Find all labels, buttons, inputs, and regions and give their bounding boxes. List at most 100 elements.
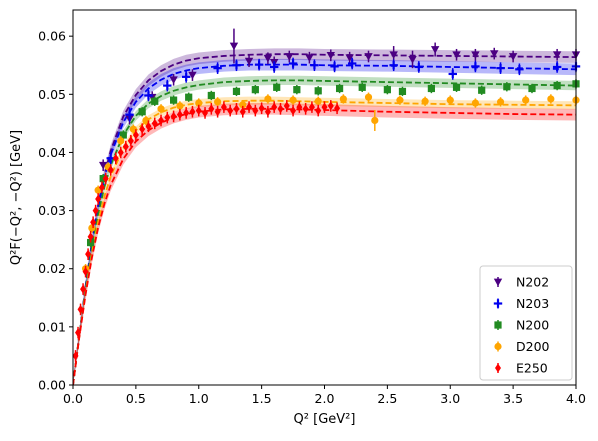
data-point-e250 bbox=[271, 102, 278, 112]
data-point-e250 bbox=[151, 118, 158, 128]
data-point-e250 bbox=[246, 102, 253, 112]
data-point-n203 bbox=[448, 69, 457, 79]
data-point-n203 bbox=[163, 81, 172, 90]
data-point-n200 bbox=[251, 86, 259, 94]
data-point-e250 bbox=[334, 103, 341, 113]
legend-label-n200: N200 bbox=[516, 318, 549, 333]
fit-line-n203 bbox=[73, 63, 576, 385]
y-axis-ticks: 0.00 0.01 0.02 0.03 0.04 0.05 0.06 bbox=[38, 29, 73, 393]
data-point-e250 bbox=[296, 102, 303, 112]
data-point-d200 bbox=[239, 101, 247, 109]
data-point-e250 bbox=[87, 232, 94, 242]
y-tick-label: 0.02 bbox=[38, 261, 66, 276]
legend: N202 N203 N200 D200 E250 bbox=[479, 265, 573, 381]
data-point-e250 bbox=[227, 106, 234, 116]
data-point-n202 bbox=[389, 51, 398, 59]
data-point-e250 bbox=[117, 147, 124, 157]
data-point-n200 bbox=[273, 83, 281, 91]
x-axis-label: Q² [GeV²] bbox=[294, 412, 356, 427]
data-point-n202 bbox=[285, 53, 294, 61]
data-point-e250 bbox=[127, 136, 134, 146]
data-point-n200 bbox=[358, 83, 366, 91]
data-point-d200 bbox=[117, 137, 125, 145]
data-point-d200 bbox=[339, 95, 347, 103]
data-point-e250 bbox=[189, 107, 196, 117]
data-point-n200 bbox=[528, 84, 536, 93]
y-tick-label: 0.00 bbox=[38, 378, 66, 393]
data-point-e250 bbox=[283, 101, 290, 111]
data-point-n200 bbox=[427, 84, 435, 93]
x-axis-ticks: 0.0 0.5 1.0 1.5 2.0 2.5 3.0 3.5 4.0 bbox=[63, 385, 586, 406]
y-tick-label: 0.06 bbox=[38, 29, 66, 44]
data-point-n200 bbox=[314, 87, 322, 95]
data-point-d200 bbox=[471, 99, 479, 107]
y-tick-label: 0.04 bbox=[38, 145, 66, 160]
data-point-n203 bbox=[330, 62, 339, 71]
data-point-e250 bbox=[202, 108, 209, 118]
data-points bbox=[72, 28, 581, 362]
data-point-n203 bbox=[389, 61, 398, 70]
data-point-d200 bbox=[396, 96, 404, 104]
x-tick-label: 0.0 bbox=[63, 391, 83, 406]
data-point-d200 bbox=[176, 102, 184, 110]
data-point-e250 bbox=[72, 351, 79, 361]
data-point-n200 bbox=[478, 86, 486, 94]
data-point-e250 bbox=[75, 328, 82, 338]
data-point-e250 bbox=[321, 102, 328, 112]
data-point-n200 bbox=[553, 81, 561, 90]
data-point-e250 bbox=[208, 104, 215, 114]
data-point-n202 bbox=[364, 53, 373, 61]
data-point-n203 bbox=[181, 72, 191, 82]
data-point-d200 bbox=[496, 98, 505, 106]
data-point-e250 bbox=[132, 130, 139, 140]
x-tick-label: 2.0 bbox=[315, 391, 335, 406]
data-point-n202 bbox=[408, 56, 417, 64]
data-point-n200 bbox=[138, 108, 146, 116]
data-point-n202 bbox=[471, 51, 480, 59]
data-point-n203 bbox=[232, 61, 241, 70]
y-axis-label: Q²F(−Q², −Q²) [GeV] bbox=[9, 130, 24, 265]
data-point-e250 bbox=[90, 217, 97, 227]
x-tick-label: 3.0 bbox=[440, 391, 460, 406]
data-point-d200 bbox=[88, 224, 96, 232]
legend-marker-n202 bbox=[493, 278, 503, 287]
fit-lines bbox=[73, 53, 576, 385]
data-point-e250 bbox=[158, 115, 165, 125]
data-point-e250 bbox=[252, 106, 259, 116]
data-point-n200 bbox=[452, 83, 461, 91]
data-point-n202 bbox=[169, 76, 178, 84]
data-point-n202 bbox=[490, 50, 499, 58]
data-point-e250 bbox=[302, 104, 309, 114]
data-point-n202 bbox=[244, 57, 254, 66]
data-point-d200 bbox=[214, 98, 222, 106]
data-point-n203 bbox=[270, 62, 279, 72]
data-point-e250 bbox=[77, 304, 84, 314]
data-point-n202 bbox=[188, 71, 197, 80]
data-point-n203 bbox=[310, 61, 319, 70]
data-point-n202 bbox=[508, 53, 518, 61]
x-tick-label: 2.5 bbox=[377, 391, 397, 406]
data-point-n202 bbox=[305, 54, 314, 62]
data-point-n200 bbox=[119, 131, 127, 139]
data-point-n202 bbox=[430, 46, 440, 54]
data-point-e250 bbox=[264, 107, 271, 117]
data-point-e250 bbox=[92, 206, 99, 216]
data-point-d200 bbox=[446, 96, 454, 104]
data-point-n202 bbox=[345, 54, 354, 62]
data-point-e250 bbox=[195, 106, 202, 116]
data-point-n203 bbox=[347, 59, 357, 68]
data-point-n203 bbox=[552, 62, 562, 72]
data-point-n202 bbox=[552, 51, 562, 59]
data-point-n202 bbox=[452, 51, 461, 59]
data-point-d200 bbox=[547, 95, 555, 103]
data-point-n200 bbox=[151, 97, 159, 105]
data-point-d200 bbox=[314, 97, 322, 105]
data-point-n202 bbox=[326, 51, 335, 60]
fit-line-n202 bbox=[73, 53, 576, 385]
data-point-e250 bbox=[315, 106, 322, 116]
data-point-e250 bbox=[112, 153, 119, 163]
data-point-e250 bbox=[122, 142, 129, 152]
x-tick-label: 3.5 bbox=[503, 391, 523, 406]
data-point-n200 bbox=[383, 86, 391, 94]
